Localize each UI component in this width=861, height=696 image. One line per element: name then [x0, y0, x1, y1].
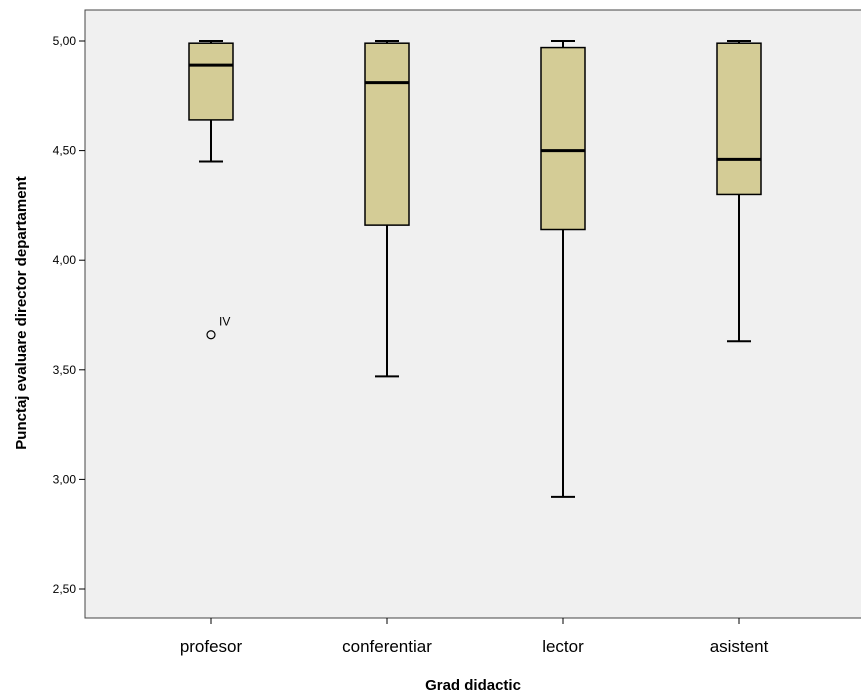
y-axis-title: Punctaj evaluare director departament: [13, 176, 30, 449]
iqr-box: [540, 46, 586, 231]
box-lector: [540, 40, 586, 498]
x-tick-label: asistent: [710, 637, 769, 656]
boxes: IV: [188, 40, 762, 498]
x-tick-label: profesor: [180, 637, 243, 656]
y-tick-label: 5,00: [53, 34, 77, 48]
y-tick-label: 3,00: [53, 472, 77, 486]
iqr-box: [716, 42, 762, 196]
x-axis-title: Grad didactic: [425, 677, 521, 694]
x-axis: profesor conferentiar lector asistent: [180, 618, 769, 656]
box-asistent: [716, 40, 762, 343]
box-profesor: IV: [188, 40, 234, 340]
iqr-box: [364, 42, 410, 226]
x-tick-label: lector: [542, 637, 584, 656]
iqr-box: [188, 42, 234, 121]
outlier-point: [206, 330, 216, 340]
y-tick-label: 4,00: [53, 253, 77, 267]
y-axis: 2,50 3,00 3,50 4,00 4,50 5,00: [53, 34, 85, 596]
outlier-label: IV: [219, 315, 230, 329]
box-conferentiar: [364, 40, 410, 378]
x-tick-label: conferentiar: [342, 637, 432, 656]
y-tick-label: 3,50: [53, 363, 77, 377]
y-tick-label: 2,50: [53, 582, 77, 596]
y-tick-label: 4,50: [53, 144, 77, 158]
